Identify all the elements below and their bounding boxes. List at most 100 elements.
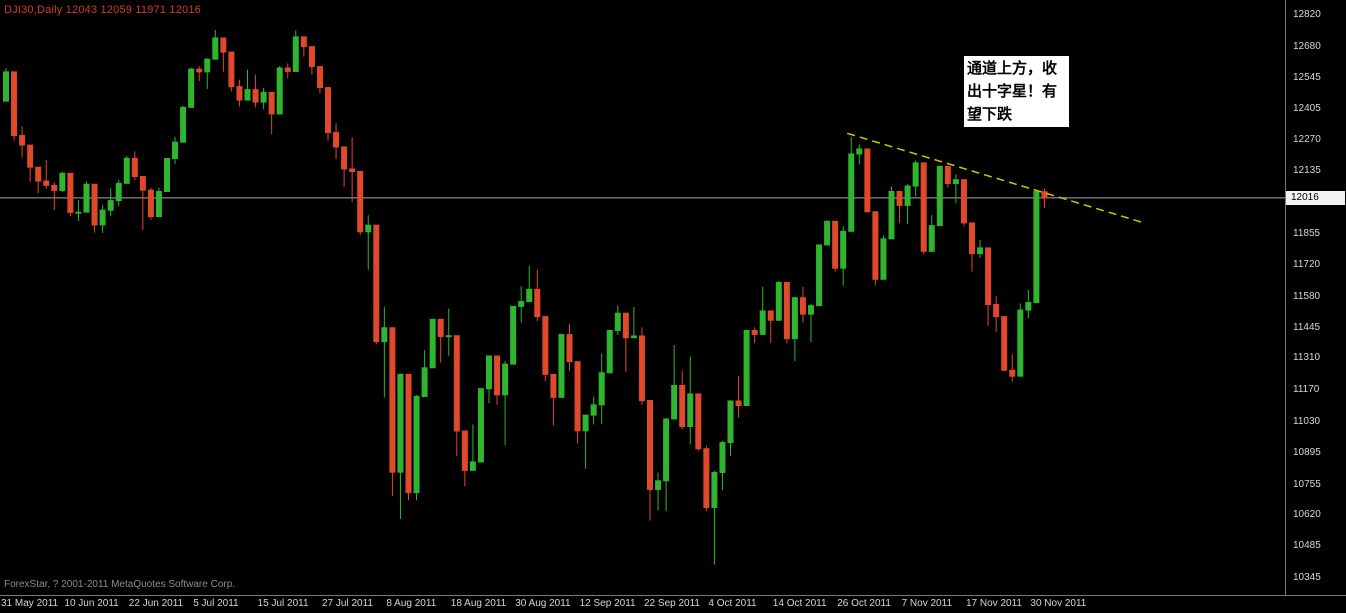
candle-body <box>164 158 170 193</box>
time-tick-label: 22 Sep 2011 <box>644 598 700 609</box>
candle-body <box>832 220 839 269</box>
candle-body <box>27 144 34 168</box>
candle-body <box>647 400 653 490</box>
candle-body <box>759 310 766 335</box>
candle-body <box>477 388 484 463</box>
price-tick-label: 11030 <box>1293 416 1321 428</box>
candle-body <box>952 179 959 185</box>
candle-body <box>486 355 492 390</box>
candle-body <box>888 191 895 240</box>
candle-body <box>542 316 549 375</box>
candle-body <box>518 301 525 307</box>
candle-body <box>775 281 782 321</box>
candle-body <box>429 318 436 369</box>
annotation-line: 通道上方，收 <box>967 60 1058 77</box>
candle-body <box>365 224 372 233</box>
candle-body <box>791 297 798 340</box>
chart-plot-area[interactable] <box>0 0 1285 595</box>
candle-body <box>59 172 66 191</box>
candle-body <box>598 372 605 406</box>
price-tick-label: 11310 <box>1293 352 1321 364</box>
candle-body <box>936 165 943 227</box>
annotation-line: 望下跌 <box>967 106 1013 123</box>
time-tick-label: 8 Aug 2011 <box>386 598 437 609</box>
candle-body <box>316 66 323 89</box>
candle-body <box>743 329 750 407</box>
candle-body <box>663 418 670 482</box>
candle-body <box>960 179 967 224</box>
candle-body <box>614 312 621 331</box>
candle-body <box>534 288 541 318</box>
candlestick-canvas[interactable] <box>0 0 1285 595</box>
annotation-text-box: 通道上方，收 出十字星！有 望下跌 <box>963 55 1070 128</box>
candle-body <box>349 168 356 172</box>
candle-body <box>123 157 130 184</box>
annotation-line: 出十字星！有 <box>967 83 1058 100</box>
candle-body <box>582 414 589 432</box>
candle-body <box>655 480 662 490</box>
candle-body <box>147 189 154 218</box>
candle-body <box>99 209 106 226</box>
price-tick-label: 12270 <box>1293 134 1321 146</box>
candle-body <box>11 71 18 137</box>
candle-body <box>220 37 227 53</box>
candle-body <box>421 367 428 397</box>
candle-body <box>944 165 951 185</box>
candle-body <box>574 361 581 432</box>
candle-body <box>107 200 114 211</box>
candle-body <box>373 224 380 343</box>
price-axis[interactable]: 12820 12680 12545 12405 12270 12135 11855 11720… <box>1286 0 1346 595</box>
time-axis-separator <box>0 595 1346 596</box>
time-axis[interactable]: 31 May 2011 10 Jun 2011 22 Jun 2011 5 Jul 2… <box>0 598 1346 613</box>
candle-body <box>977 247 984 255</box>
time-tick-label: 30 Nov 2011 <box>1030 598 1087 609</box>
candle-body <box>719 442 726 473</box>
candle-body <box>767 310 774 321</box>
candle-body <box>91 183 98 226</box>
candle-body <box>67 172 74 213</box>
candle-body <box>413 395 420 494</box>
candle-body <box>993 304 1000 318</box>
current-price-label: 12016 <box>1286 190 1345 205</box>
candle-body <box>1033 190 1040 304</box>
candle-body <box>180 106 187 143</box>
price-tick-label: 12405 <box>1293 103 1321 115</box>
price-tick-label: 11720 <box>1293 259 1321 271</box>
candle-body <box>703 448 710 508</box>
candle-body <box>920 162 927 252</box>
time-tick-label: 10 Jun 2011 <box>64 598 119 609</box>
copyright-watermark: ForexStar, ? 2001-2011 MetaQuotes Softwa… <box>4 579 236 590</box>
candle-body <box>357 170 364 233</box>
candle-body <box>155 191 162 218</box>
candle-body <box>196 68 203 73</box>
candle-body <box>212 37 219 60</box>
candle-body <box>727 400 734 444</box>
candle-body <box>236 86 243 101</box>
price-tick-label: 10345 <box>1293 571 1321 583</box>
candle-body <box>469 461 476 471</box>
candle-body <box>381 327 388 343</box>
candle-body <box>268 91 275 115</box>
candle-body <box>1017 309 1024 377</box>
candle-body <box>188 68 195 108</box>
time-tick-label: 26 Oct 2011 <box>837 598 891 609</box>
candle-body <box>83 183 90 213</box>
candle-body <box>445 335 452 338</box>
candle-body <box>622 312 629 339</box>
price-tick-label: 10895 <box>1293 446 1321 458</box>
candle-body <box>308 46 315 68</box>
candle-body <box>550 373 557 398</box>
time-tick-label: 17 Nov 2011 <box>966 598 1022 609</box>
candle-body <box>872 211 879 280</box>
candle-body <box>284 67 291 72</box>
candle-body <box>912 162 919 187</box>
candle-body <box>437 318 444 338</box>
candle-body <box>1001 316 1008 371</box>
candle-body <box>333 132 340 148</box>
candle-body <box>711 471 718 508</box>
candle-body <box>292 36 299 72</box>
candle-body <box>896 191 903 206</box>
time-tick-label: 14 Oct 2011 <box>772 598 827 609</box>
candle-body <box>131 157 138 177</box>
candles-group <box>3 30 1048 565</box>
